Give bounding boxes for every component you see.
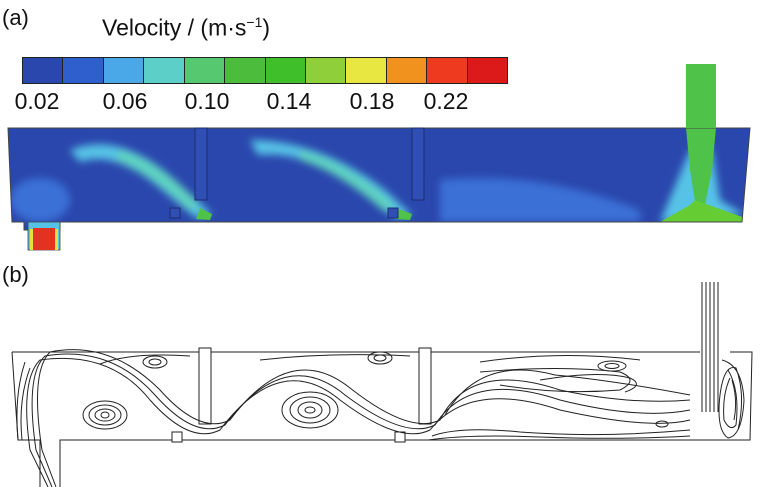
colorbar-tick: 0.06 bbox=[102, 88, 148, 114]
outlet-nozzle-edge bbox=[30, 229, 33, 250]
main-streamline bbox=[427, 435, 691, 441]
colorbar-title-close: ) bbox=[262, 14, 271, 41]
colorbar-segment bbox=[184, 58, 226, 83]
colorbar-tick: 0.10 bbox=[184, 88, 230, 114]
main-streamline bbox=[444, 369, 691, 416]
main-streamline bbox=[16, 361, 31, 441]
tank-boundary bbox=[11, 351, 753, 487]
panel-b-label: (b) bbox=[2, 262, 29, 287]
main-streamline bbox=[26, 357, 691, 487]
jet-region bbox=[686, 128, 716, 220]
main-streamline bbox=[539, 373, 637, 393]
vortex bbox=[604, 363, 620, 369]
vortex bbox=[597, 360, 627, 372]
outlet-nozzle-edge bbox=[55, 229, 58, 250]
colorbar-segment bbox=[23, 58, 64, 83]
vortex bbox=[304, 406, 316, 414]
vortex bbox=[723, 369, 738, 429]
main-streamline bbox=[431, 429, 691, 437]
inlet-streamlines bbox=[701, 282, 719, 412]
jet-region bbox=[196, 208, 212, 220]
baffle-2 bbox=[411, 127, 425, 201]
vortex bbox=[718, 359, 745, 439]
inlet-chimney bbox=[686, 64, 716, 128]
step-block-1 bbox=[169, 207, 181, 219]
vortex bbox=[88, 404, 122, 426]
colorbar bbox=[22, 57, 508, 84]
step-block-1-outline bbox=[171, 431, 183, 443]
colorbar-segment bbox=[427, 58, 468, 83]
colorbar-segment bbox=[265, 58, 306, 83]
panel-a-label: (a) bbox=[2, 5, 29, 30]
contour-region bbox=[300, 150, 395, 212]
contour-region bbox=[440, 178, 640, 222]
contour-region bbox=[115, 150, 200, 212]
colorbar-segment bbox=[103, 58, 145, 83]
colorbar-segment bbox=[225, 58, 266, 83]
colorbar-title: Velocity / (m·s−1) bbox=[102, 14, 270, 42]
streamline-set bbox=[11, 282, 753, 487]
colorbar-segment bbox=[346, 58, 387, 83]
vortex bbox=[94, 408, 116, 422]
baffle-2-outline bbox=[418, 347, 432, 425]
colorbar-segment bbox=[467, 58, 508, 83]
jet-region bbox=[660, 200, 745, 222]
vortex bbox=[82, 400, 128, 430]
colorbar-segment bbox=[386, 58, 428, 83]
vortex bbox=[731, 379, 737, 421]
main-streamline bbox=[479, 368, 631, 393]
vortex bbox=[297, 401, 323, 419]
vortex bbox=[289, 396, 331, 424]
colorbar-tick: 0.18 bbox=[349, 88, 395, 114]
contour-region bbox=[10, 178, 70, 222]
vortex bbox=[142, 355, 168, 369]
step-block-2 bbox=[387, 207, 399, 219]
main-streamline bbox=[31, 353, 691, 487]
colorbar-tick: 0.02 bbox=[14, 88, 60, 114]
colorbar-title-exponent: −1 bbox=[246, 14, 263, 30]
main-streamline bbox=[99, 354, 641, 365]
main-streamline bbox=[37, 349, 691, 487]
contour-field bbox=[8, 128, 750, 230]
baffle-1 bbox=[194, 127, 208, 201]
contour-blobs bbox=[10, 140, 745, 222]
colorbar-tick: 0.14 bbox=[266, 88, 312, 114]
jet-region bbox=[395, 208, 412, 220]
baffle-1-outline bbox=[198, 347, 212, 425]
colorbar-tick: 0.22 bbox=[423, 88, 469, 114]
outlet-nozzle-core bbox=[33, 228, 55, 250]
colorbar-title-text: Velocity / (m·s bbox=[102, 14, 247, 41]
contour-region bbox=[70, 144, 212, 218]
vortex bbox=[281, 391, 339, 429]
colorbar-segment bbox=[305, 58, 347, 83]
vortex bbox=[367, 351, 393, 365]
vortex bbox=[373, 354, 387, 362]
colorbar-segment bbox=[63, 58, 104, 83]
vortex bbox=[148, 358, 162, 366]
vortex bbox=[655, 420, 669, 428]
vortex bbox=[100, 411, 110, 419]
step-block-2-outline bbox=[394, 431, 406, 443]
colorbar-segment bbox=[144, 58, 185, 83]
